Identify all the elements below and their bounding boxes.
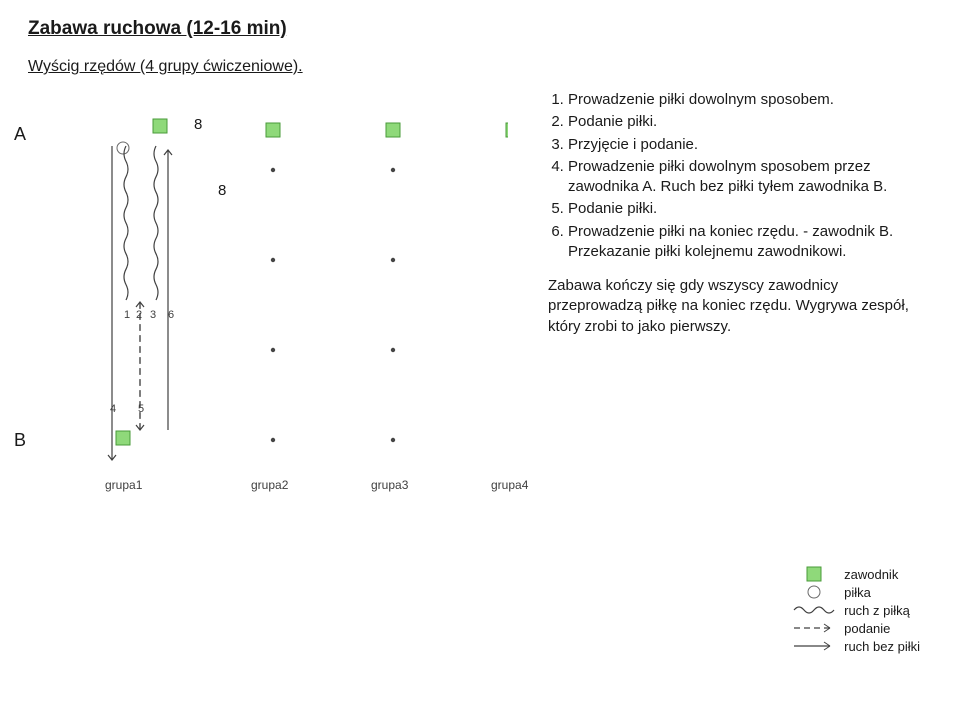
step-item: Podanie piłki.: [568, 199, 932, 219]
legend-label: zawodnik: [844, 567, 898, 582]
label-b: B: [14, 430, 26, 451]
svg-text:6: 6: [168, 309, 174, 321]
arrow-icon: [792, 638, 836, 654]
legend-label: piłka: [844, 585, 871, 600]
instructions: Prowadzenie piłki dowolnym sposobem.Poda…: [548, 90, 932, 520]
wave-icon: [792, 602, 836, 618]
legend: zawodnik piłka ruch z piłką podanie ruch bez…: [792, 565, 920, 655]
steps-list: Prowadzenie piłki dowolnym sposobem.Poda…: [548, 90, 932, 262]
svg-text:1: 1: [124, 309, 130, 321]
step-item: Prowadzenie piłki dowolnym sposobem.: [568, 90, 932, 110]
group-label: grupa2: [251, 478, 288, 492]
legend-label: ruch z piłką: [844, 603, 910, 618]
group-label: grupa1: [105, 478, 142, 492]
group-label: grupa4: [491, 478, 528, 492]
svg-text:2: 2: [136, 309, 142, 321]
ball-icon: [792, 584, 836, 600]
player-icon: [792, 566, 836, 582]
step-item: Prowadzenie piłki na koniec rzędu. - zaw…: [568, 222, 932, 263]
step-item: Przyjęcie i podanie.: [568, 135, 932, 155]
legend-row: podanie: [792, 619, 920, 637]
dash-icon: [792, 620, 836, 636]
diagram: A B 8 8 123645 grupa1grupa2grupa3grupa4: [28, 90, 508, 520]
svg-text:4: 4: [110, 403, 116, 415]
label-a: A: [14, 124, 26, 145]
legend-label: podanie: [844, 621, 890, 636]
step-item: Prowadzenie piłki dowolnym sposobem prze…: [568, 157, 932, 198]
legend-row: ruch z piłką: [792, 601, 920, 619]
legend-label: ruch bez piłki: [844, 639, 920, 654]
svg-text:3: 3: [150, 309, 156, 321]
closing-note: Zabawa kończy się gdy wszyscy zawodnicy …: [548, 276, 932, 337]
page-title: Zabawa ruchowa (12-16 min): [28, 18, 932, 40]
subtitle: Wyścig rzędów (4 grupy ćwiczeniowe).: [28, 58, 932, 76]
svg-text:5: 5: [138, 403, 144, 415]
step-item: Podanie piłki.: [568, 112, 932, 132]
legend-row: zawodnik: [792, 565, 920, 583]
legend-row: piłka: [792, 583, 920, 601]
legend-row: ruch bez piłki: [792, 637, 920, 655]
group-label: grupa3: [371, 478, 408, 492]
